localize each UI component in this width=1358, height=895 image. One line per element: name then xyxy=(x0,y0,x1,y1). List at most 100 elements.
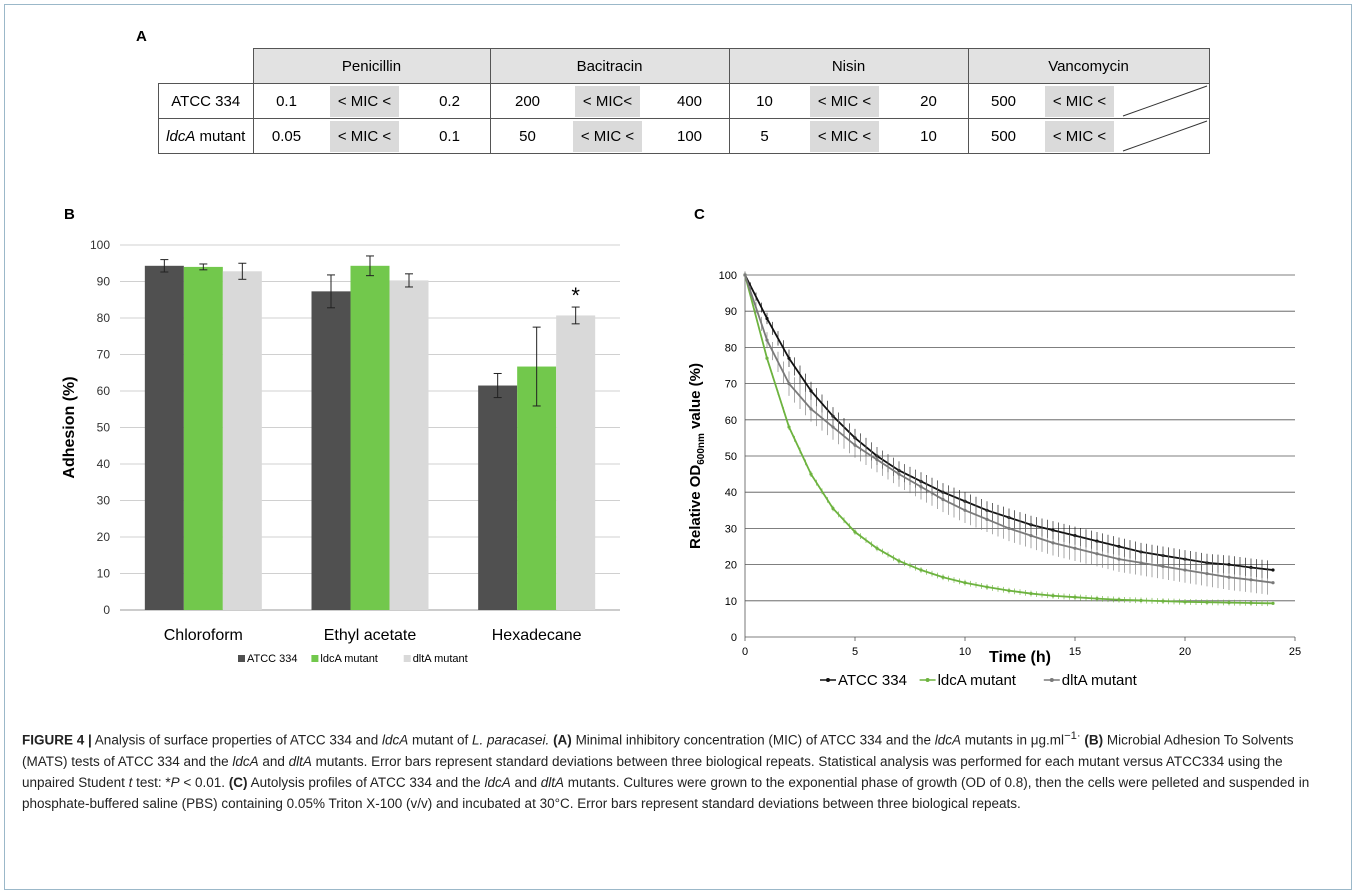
bar xyxy=(222,271,262,610)
header-penicillin: Penicillin xyxy=(252,48,491,84)
data-point xyxy=(897,559,901,563)
data-point xyxy=(1249,578,1253,582)
data-point xyxy=(941,575,945,579)
data-point xyxy=(1095,552,1099,556)
x-tick-label: 5 xyxy=(852,646,858,658)
legend-marker xyxy=(925,678,930,682)
table-cell: < MIC < xyxy=(809,120,880,152)
bar xyxy=(478,385,518,610)
table-cell: 0.2 xyxy=(409,83,491,119)
data-point xyxy=(1007,526,1011,530)
x-tick-label: 20 xyxy=(1179,646,1191,658)
y-tick-label: 70 xyxy=(97,348,111,362)
row-label: ldcA mutant xyxy=(158,118,254,154)
y-axis-label: Relative OD600nm value (%) xyxy=(687,363,707,549)
y-tick-label: 80 xyxy=(97,311,111,325)
legend-label: ATCC 334 xyxy=(247,653,298,665)
data-point xyxy=(1205,600,1209,604)
data-point xyxy=(1139,598,1143,603)
table-row: ldcA mutant 0.05 < MIC < 0.1 50 < MIC < … xyxy=(158,118,1210,154)
legend-label: ldcA mutant xyxy=(320,653,377,665)
data-point xyxy=(1029,534,1033,538)
y-tick-label: 60 xyxy=(97,384,111,398)
y-axis-label: Adhesion (%) xyxy=(61,376,78,478)
bar xyxy=(311,291,351,610)
bar xyxy=(556,315,596,610)
table-cell: 5 xyxy=(728,118,800,154)
y-tick-label: 50 xyxy=(97,421,111,435)
data-point xyxy=(831,425,835,429)
legend-swatch xyxy=(403,655,411,662)
table-cell: 10 xyxy=(889,118,969,154)
data-point xyxy=(1271,581,1275,585)
table-cell: < MIC < xyxy=(809,85,880,117)
y-tick-label: 20 xyxy=(725,560,737,572)
table-cell: 0.1 xyxy=(409,118,491,154)
y-tick-label: 100 xyxy=(90,238,110,252)
data-point xyxy=(1117,598,1121,602)
autolysis-line-chart: 0 10 20 30 40 50 60 70 80 90 100 0 5 10 15 20 25 Time (h)… xyxy=(687,270,1301,689)
data-point xyxy=(875,458,879,462)
y-tick-label: 10 xyxy=(725,596,737,608)
x-tick-label: 25 xyxy=(1289,646,1301,658)
y-tick-label: 80 xyxy=(725,342,737,354)
data-point xyxy=(1029,591,1033,596)
data-point xyxy=(1139,561,1143,565)
data-point xyxy=(985,585,989,589)
data-point xyxy=(809,472,813,476)
x-category-label: Hexadecane xyxy=(492,627,582,644)
data-point xyxy=(1249,601,1253,605)
legend-label: dltA mutant xyxy=(413,653,468,665)
table-cell: 50 xyxy=(489,118,565,154)
table-cell: 0.1 xyxy=(252,83,320,119)
table-cell: 500 xyxy=(967,83,1039,119)
panel-label-a: A xyxy=(136,28,147,45)
row-label: ATCC 334 xyxy=(158,83,254,119)
y-tick-label: 90 xyxy=(725,306,737,318)
data-point xyxy=(1183,568,1187,572)
bar xyxy=(144,265,184,610)
data-point xyxy=(1073,595,1077,599)
data-point xyxy=(1117,557,1121,561)
data-point xyxy=(809,407,813,411)
data-point xyxy=(963,581,967,585)
bar xyxy=(389,280,429,610)
y-tick-label: 0 xyxy=(731,632,737,644)
table-row: ATCC 334 0.1 < MIC < 0.2 200 < MIC< 400 … xyxy=(158,83,1210,119)
data-point xyxy=(765,316,769,321)
data-point xyxy=(787,382,791,386)
y-tick-label: 20 xyxy=(97,530,111,544)
header-bacitracin: Bacitracin xyxy=(489,48,730,84)
data-point xyxy=(1205,572,1209,576)
panel-label-c: C xyxy=(694,206,705,223)
data-point xyxy=(787,425,791,429)
data-point xyxy=(1051,541,1055,545)
data-point xyxy=(743,273,747,277)
legend-swatch xyxy=(311,655,319,662)
y-tick-label: 30 xyxy=(725,523,737,535)
data-point xyxy=(1227,575,1231,579)
legend-swatch xyxy=(238,655,245,662)
data-point xyxy=(897,472,901,476)
x-tick-label: 0 xyxy=(742,646,748,658)
data-point xyxy=(765,338,769,342)
y-tick-label: 40 xyxy=(97,457,111,471)
y-tick-label: 30 xyxy=(97,494,111,508)
data-point xyxy=(919,485,923,489)
header-vancomycin: Vancomycin xyxy=(967,48,1210,84)
x-category-label: Chloroform xyxy=(164,627,243,644)
data-point xyxy=(1271,568,1275,572)
bar xyxy=(517,366,557,610)
data-point xyxy=(1271,601,1275,605)
y-tick-label: 50 xyxy=(725,451,737,463)
table-cell: < MIC< xyxy=(574,85,641,117)
data-point xyxy=(963,508,967,512)
y-tick-label: 0 xyxy=(103,603,110,617)
table-cell: 100 xyxy=(650,118,730,154)
x-tick-label: 10 xyxy=(959,646,971,658)
table-cell: 20 xyxy=(889,83,969,119)
data-point xyxy=(831,506,835,511)
y-tick-label: 10 xyxy=(97,567,111,581)
data-point xyxy=(1073,546,1077,550)
data-point xyxy=(919,568,923,572)
